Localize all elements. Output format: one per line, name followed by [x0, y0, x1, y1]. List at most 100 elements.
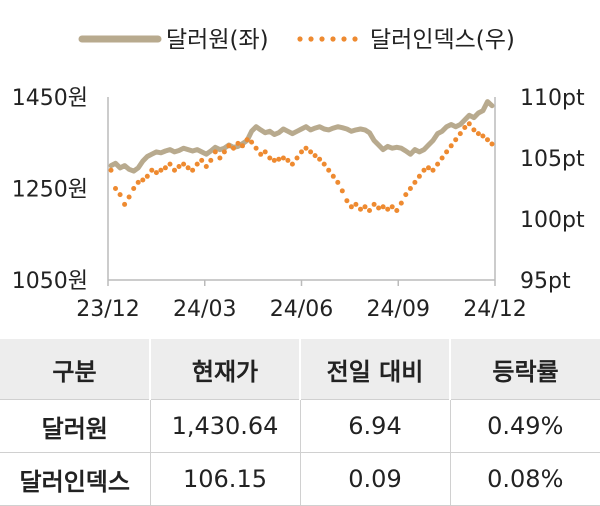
series-point-dollar-index [240, 143, 245, 149]
series-point-dollar-index [330, 173, 336, 179]
series-point-dollar-index [185, 165, 191, 171]
header-category: 구분 [0, 339, 150, 400]
summary-table: 구분 현재가 전일 대비 등락률 달러원 1,430.64 6.94 0.49%… [0, 339, 600, 506]
series-point-dollar-index [457, 131, 463, 137]
left-tick-label: 1450원 [12, 86, 88, 111]
series-point-dollar-index [335, 179, 341, 185]
x-tick-label: 24/12 [463, 297, 526, 322]
series-point-dollar-index [217, 155, 223, 161]
series-point-dollar-index [172, 167, 177, 173]
left-tick-label: 1250원 [12, 178, 88, 203]
legend-label-dollar-index: 달러인덱스(우) [370, 27, 515, 53]
series-point-dollar-index [117, 192, 123, 198]
series-point-dollar-index [485, 137, 490, 143]
series-point-dollar-index [194, 161, 200, 167]
row-change: 6.94 [299, 399, 450, 453]
series-point-dollar-index [190, 167, 196, 173]
row-change-rate: 0.49% [449, 399, 600, 453]
series-point-dollar-index [162, 165, 168, 171]
series-point-dollar-index [426, 165, 431, 171]
series-point-dollar-index [253, 145, 259, 151]
series-point-dollar-index [435, 161, 441, 167]
series-point-dollar-index [231, 145, 236, 151]
series-point-dollar-index [462, 125, 468, 130]
series-point-dollar-index [203, 164, 209, 169]
series-point-dollar-index [471, 127, 477, 133]
series-point-dollar-index [321, 161, 327, 167]
series-point-dollar-index [258, 151, 264, 157]
series-point-dollar-index [271, 157, 277, 163]
table-header-row: 구분 현재가 전일 대비 등락률 [0, 339, 600, 400]
header-current-price: 현재가 [149, 339, 300, 400]
axes [107, 97, 496, 281]
legend-dot [341, 36, 347, 42]
right-tick-label: 110pt [520, 86, 585, 111]
series-point-dollar-index [221, 149, 227, 155]
series-point-dollar-index [444, 149, 450, 155]
series-point-dollar-index [353, 201, 359, 207]
legend: 달러원(좌) 달러인덱스(우) [78, 27, 515, 53]
series-point-dollar-index [181, 161, 187, 167]
series-point-dollar-index [176, 164, 182, 169]
series-point-dollar-index [385, 206, 391, 212]
series-point-dollar-index [448, 143, 454, 149]
tick-labels: 1450원 1250원 1050원 110pt 105pt 100pt 95pt 23/12 2… [12, 86, 585, 322]
x-tick-label: 24/03 [173, 297, 236, 322]
series-point-dollar-index [466, 121, 472, 127]
series-point-dollar-index [249, 139, 255, 145]
series-point-dollar-index [276, 156, 282, 162]
series-point-dollar-index [416, 173, 422, 179]
exchange-rate-chart: 달러원(좌) 달러인덱스(우) 1450원 1250원 1050원 110pt 105p… [12, 27, 585, 322]
right-tick-label: 105pt [520, 147, 585, 172]
series-point-dollar-index [226, 143, 232, 149]
series-point-dollar-index [144, 173, 150, 179]
series-point-dollar-index [362, 204, 368, 210]
series-point-dollar-index [212, 149, 218, 155]
series-point-dollar-index [149, 167, 155, 173]
series-point-dollar-index [344, 198, 350, 204]
series-point-dollar-index [294, 155, 300, 161]
series-point-dollar-index [280, 155, 286, 161]
legend-dot [352, 36, 358, 42]
series-point-dollar-index [303, 145, 309, 151]
series-point-dollar-index [126, 194, 132, 200]
series-point-dollar-index [312, 153, 318, 159]
series-point-dollar-index [394, 208, 400, 213]
series-point-dollar-index [122, 201, 128, 207]
header-change-rate: 등락률 [449, 339, 600, 400]
series-line-dollar-won [108, 99, 495, 174]
table-row: 달러인덱스 106.15 0.09 0.08% [0, 452, 600, 506]
series-point-dollar-index [299, 149, 304, 155]
left-tick-label: 1050원 [12, 269, 88, 294]
x-tick-label: 23/12 [76, 297, 139, 322]
series-point-dollar-index [244, 137, 250, 143]
legend-dot [308, 36, 314, 42]
series-point-dollar-index [113, 186, 118, 191]
series-point-dollar-index [376, 205, 382, 211]
row-change-rate: 0.08% [449, 452, 600, 506]
series-point-dollar-index [489, 141, 495, 147]
right-tick-label: 100pt [520, 208, 585, 233]
series-point-dollar-index [135, 179, 141, 185]
series-point-dollar-index [326, 167, 332, 173]
x-tick-label: 24/06 [270, 297, 333, 322]
series-point-dollar-index [131, 186, 137, 191]
series-point-dollar-index [430, 167, 436, 173]
series-point-dollar-index [308, 149, 314, 155]
series-point-dollar-index [153, 170, 159, 176]
series-point-dollar-index [371, 201, 377, 207]
series-point-dollar-index [439, 155, 445, 161]
series-point-dollar-index [475, 131, 481, 137]
series-point-dollar-index [167, 161, 173, 167]
series-point-dollar-index [407, 186, 413, 191]
row-change: 0.09 [299, 452, 450, 506]
table-row: 달러원 1,430.64 6.94 0.49% [0, 399, 600, 453]
series-point-dollar-index [285, 157, 291, 163]
series-point-dollar-index [358, 206, 363, 212]
row-label: 달러원 [0, 399, 150, 453]
series-point-dollar-index [339, 188, 345, 194]
series-point-dollar-index [389, 204, 395, 210]
series-point-dollar-index [289, 161, 295, 167]
header-change: 전일 대비 [299, 339, 450, 400]
series-point-dollar-index [208, 157, 214, 163]
